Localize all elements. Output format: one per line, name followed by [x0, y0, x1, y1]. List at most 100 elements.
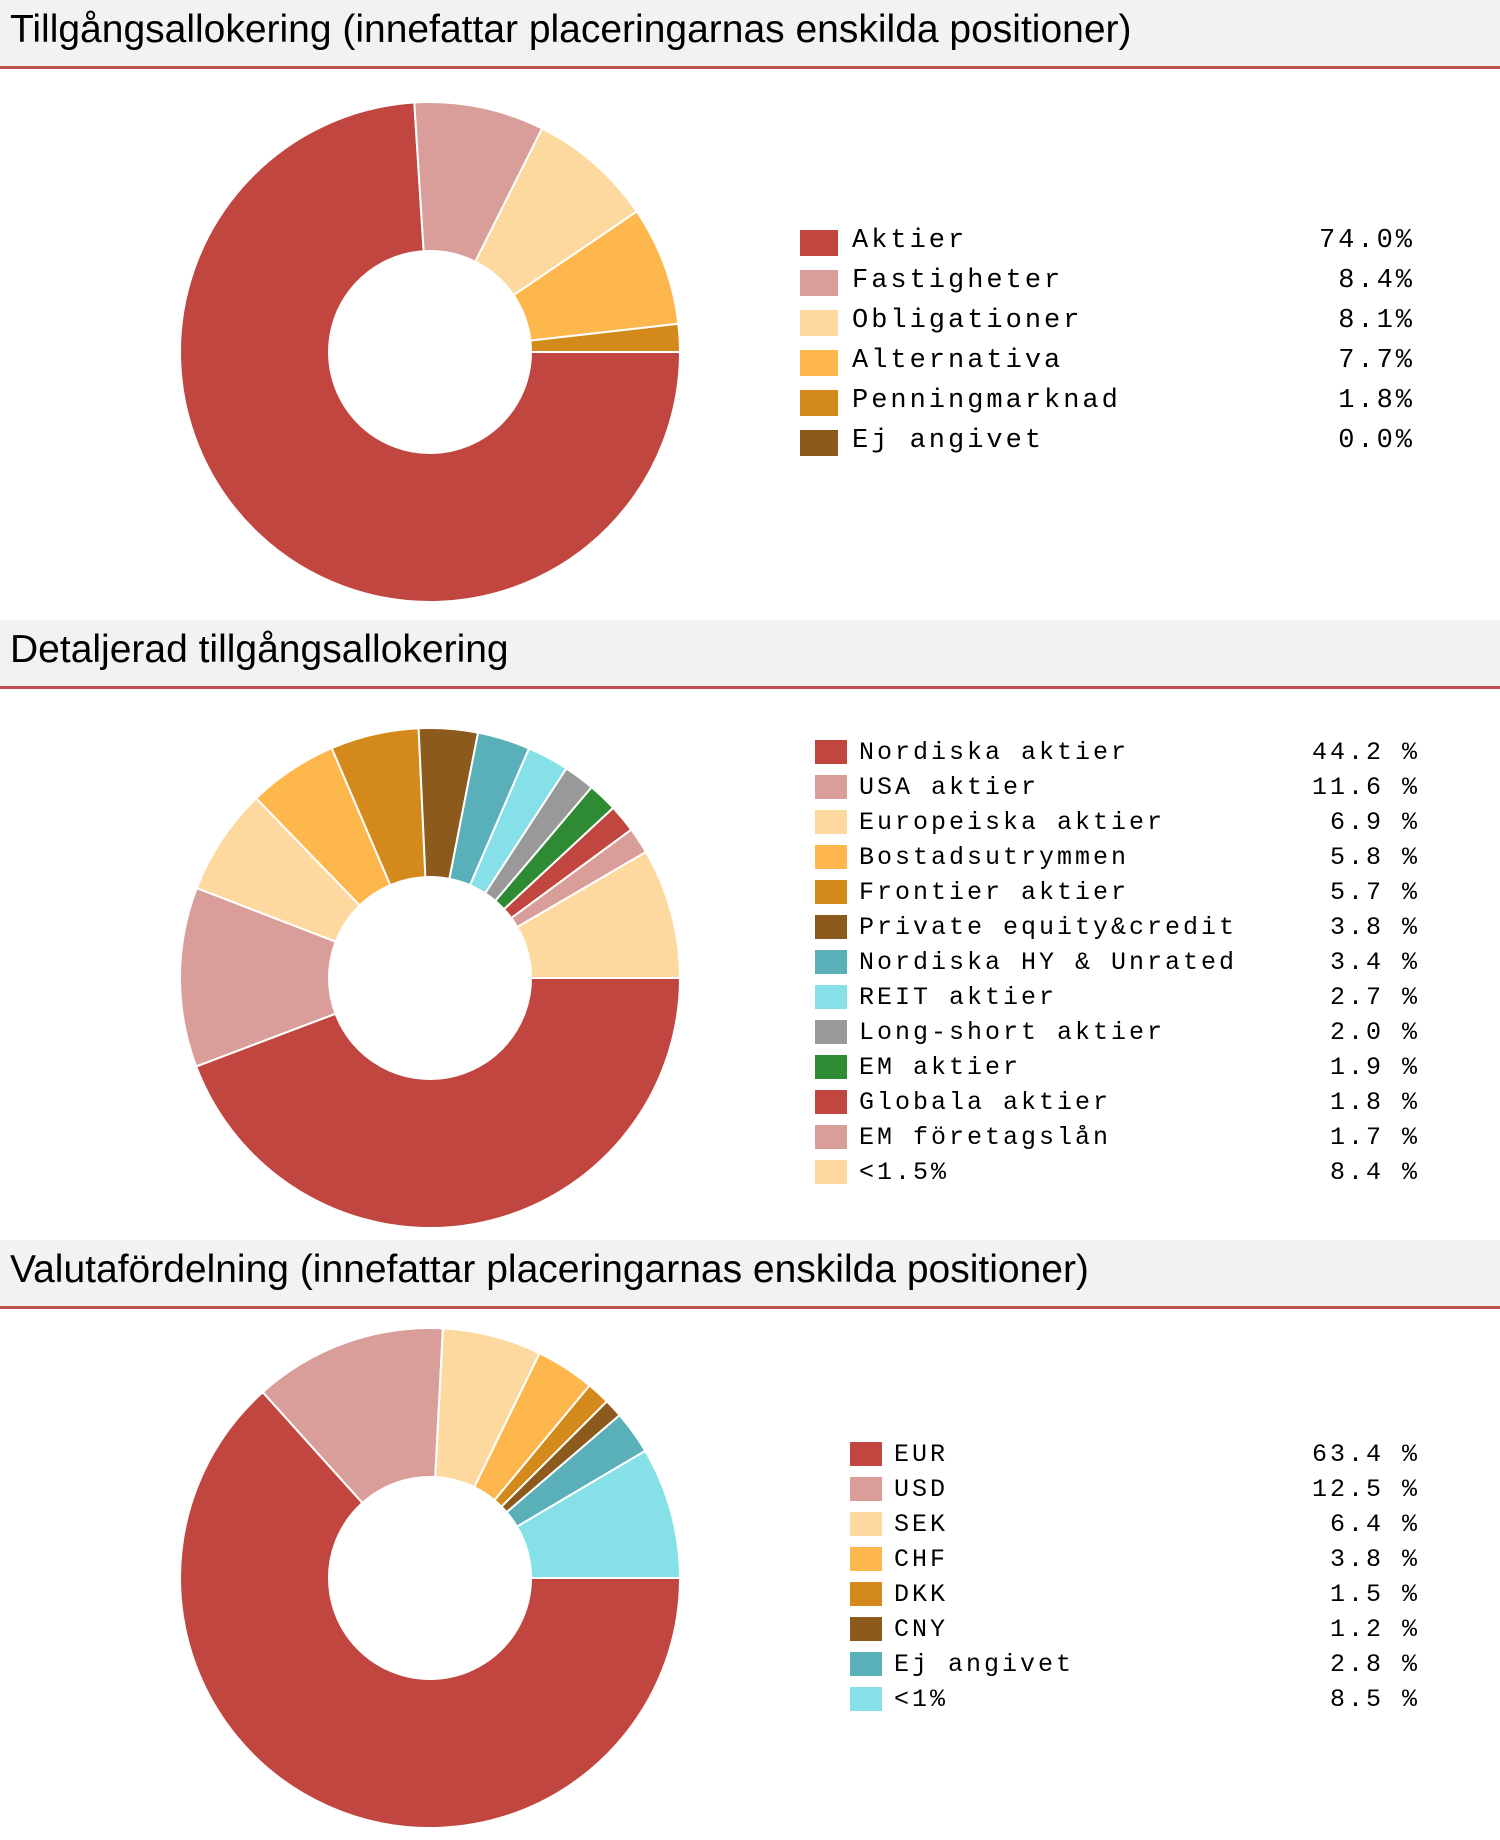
legend-item: Penningmarknad 1.8%	[800, 386, 1415, 426]
legend-label: EM företagslån	[859, 1123, 1112, 1152]
legend-swatch	[815, 915, 847, 939]
legend-swatch	[800, 390, 838, 416]
legend-item: Europeiska aktier 6.9 %	[815, 808, 1420, 843]
legend-swatch	[850, 1687, 882, 1711]
legend-label: Aktier	[852, 226, 968, 256]
legend-value: 3.8 %	[1329, 913, 1420, 942]
legend-item: CHF 3.8 %	[850, 1545, 1420, 1580]
legend-value: 8.5 %	[1329, 1685, 1420, 1714]
legend-label: Ej angivet	[852, 426, 1045, 456]
legend-label: Fastigheter	[852, 266, 1064, 296]
legend-label: USA aktier	[859, 773, 1040, 802]
legend-value: 63.4 %	[1311, 1440, 1420, 1469]
legend-label: Nordiska HY & Unrated	[859, 948, 1238, 977]
section-header: Detaljerad tillgångsallokering	[0, 620, 1500, 689]
legend-swatch	[815, 740, 847, 764]
legend-label: Bostadsutrymmen	[859, 843, 1130, 872]
legend-swatch	[800, 350, 838, 376]
legend-swatch	[800, 310, 838, 336]
legend-label: DKK	[894, 1580, 949, 1609]
legend-swatch	[815, 1090, 847, 1114]
legend-value: 1.8%	[1338, 386, 1415, 416]
legend-swatch	[815, 1125, 847, 1149]
legend-item: Nordiska HY & Unrated 3.4 %	[815, 948, 1420, 983]
legend-label: CNY	[894, 1615, 949, 1644]
legend-swatch	[815, 880, 847, 904]
legend-label: <1%	[894, 1685, 949, 1714]
legend-label: CHF	[894, 1545, 949, 1574]
legend-label: <1.5%	[859, 1158, 950, 1187]
legend-item: REIT aktier 2.7 %	[815, 983, 1420, 1018]
legend-item: EM aktier 1.9 %	[815, 1053, 1420, 1088]
slice-usa-aktier	[179, 886, 338, 1068]
legend-value: 1.8 %	[1329, 1088, 1420, 1117]
legend-value: 7.7%	[1338, 346, 1415, 376]
legend-value: 8.4%	[1338, 266, 1415, 296]
legend-value: 3.4 %	[1329, 948, 1420, 977]
slice-nordiska-aktier	[194, 977, 682, 1229]
legend-label: Europeiska aktier	[859, 808, 1166, 837]
legend-value: 1.7 %	[1329, 1123, 1420, 1152]
legend-swatch	[815, 845, 847, 869]
legend-swatch	[815, 1160, 847, 1184]
legend-value: 8.1%	[1338, 306, 1415, 336]
legend-value: 6.4 %	[1329, 1510, 1420, 1539]
legend-item: Frontier aktier 5.7 %	[815, 878, 1420, 913]
legend-asset-allocation: Aktier 74.0% Fastigheter 8.4% Obligationer 8.…	[800, 226, 1415, 466]
legend-detailed-allocation: Nordiska aktier 44.2 % USA aktier 11.6 % Eur…	[815, 738, 1420, 1187]
legend-item: DKK 1.5 %	[850, 1580, 1420, 1615]
section-title: Detaljerad tillgångsallokering	[10, 628, 509, 671]
legend-value: 44.2 %	[1311, 738, 1420, 767]
legend-label: EM aktier	[859, 1053, 1022, 1082]
slice-eur	[179, 1390, 682, 1829]
legend-swatch	[800, 230, 838, 256]
section-header: Tillgångsallokering (innefattar placerin…	[0, 0, 1500, 69]
slice-aktier	[179, 101, 682, 603]
slice-penningmarknad	[529, 322, 682, 353]
legend-value: 1.2 %	[1329, 1615, 1420, 1644]
legend-swatch	[815, 950, 847, 974]
legend-currency-allocation: EUR 63.4 % USD 12.5 % SEK 6.4 % CHF 3.8 % DKK 1.5…	[850, 1440, 1420, 1720]
legend-value: 3.8 %	[1329, 1545, 1420, 1574]
legend-value: 2.8 %	[1329, 1650, 1420, 1679]
legend-item: <1.5% 8.4 %	[815, 1158, 1420, 1193]
legend-item: Nordiska aktier 44.2 %	[815, 738, 1420, 773]
legend-swatch	[850, 1582, 882, 1606]
slice-1	[515, 1449, 682, 1579]
legend-item: Ej angivet 2.8 %	[850, 1650, 1420, 1685]
legend-item: USA aktier 11.6 %	[815, 773, 1420, 808]
legend-label: Penningmarknad	[852, 386, 1121, 416]
legend-value: 2.0 %	[1329, 1018, 1420, 1047]
legend-value: 6.9 %	[1329, 808, 1420, 837]
legend-item: EUR 63.4 %	[850, 1440, 1420, 1475]
legend-swatch	[850, 1652, 882, 1676]
legend-label: EUR	[894, 1440, 949, 1469]
legend-item: Obligationer 8.1%	[800, 306, 1415, 346]
legend-value: 0.0%	[1338, 426, 1415, 456]
section-detailed-allocation: Detaljerad tillgångsallokering Nordiska …	[0, 620, 1500, 1240]
section-title: Valutafördelning (innefattar placeringar…	[10, 1248, 1089, 1291]
legend-swatch	[850, 1442, 882, 1466]
legend-item: EM företagslån 1.7 %	[815, 1123, 1420, 1158]
legend-swatch	[850, 1477, 882, 1501]
legend-item: Long-short aktier 2.0 %	[815, 1018, 1420, 1053]
legend-value: 1.9 %	[1329, 1053, 1420, 1082]
legend-item: SEK 6.4 %	[850, 1510, 1420, 1545]
legend-item: Bostadsutrymmen 5.8 %	[815, 843, 1420, 878]
donut-chart-currency-allocation	[179, 1327, 682, 1829]
legend-swatch	[815, 775, 847, 799]
legend-value: 11.6 %	[1311, 773, 1420, 802]
legend-swatch	[850, 1512, 882, 1536]
section-asset-allocation: Tillgångsallokering (innefattar placerin…	[0, 0, 1500, 620]
legend-item: CNY 1.2 %	[850, 1615, 1420, 1650]
donut-chart-asset-allocation	[179, 101, 682, 603]
legend-value: 1.5 %	[1329, 1580, 1420, 1609]
legend-swatch	[800, 430, 838, 456]
legend-label: SEK	[894, 1510, 949, 1539]
legend-swatch	[815, 810, 847, 834]
legend-label: Long-short aktier	[859, 1018, 1166, 1047]
legend-value: 74.0%	[1318, 226, 1415, 256]
legend-label: Frontier aktier	[859, 878, 1130, 907]
legend-item: Globala aktier 1.8 %	[815, 1088, 1420, 1123]
legend-swatch	[850, 1547, 882, 1571]
